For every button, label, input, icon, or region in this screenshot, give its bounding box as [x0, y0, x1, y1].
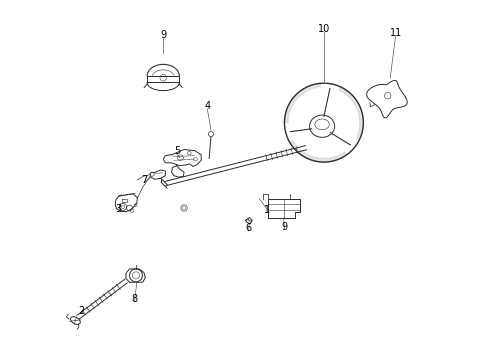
Text: 2: 2	[79, 306, 85, 316]
Text: 4: 4	[204, 102, 210, 112]
Text: 10: 10	[318, 24, 330, 35]
Text: 8: 8	[131, 294, 138, 304]
Text: 5: 5	[174, 146, 180, 156]
Text: 1: 1	[264, 206, 270, 216]
Text: 3: 3	[116, 204, 122, 214]
Polygon shape	[339, 87, 364, 139]
Text: 9: 9	[160, 30, 166, 40]
Polygon shape	[290, 140, 346, 162]
Text: 7: 7	[141, 175, 147, 185]
Text: 9: 9	[281, 222, 288, 231]
Text: 11: 11	[390, 28, 402, 38]
Text: 6: 6	[245, 224, 252, 233]
Polygon shape	[285, 83, 321, 123]
